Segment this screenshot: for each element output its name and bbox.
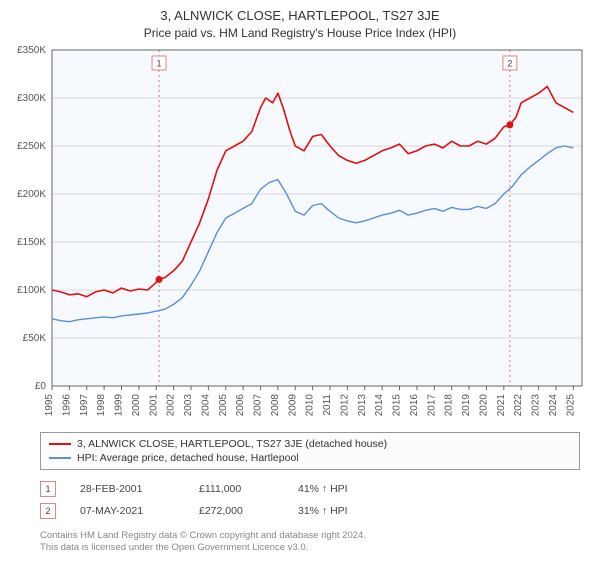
sale-date: 07-MAY-2021 <box>80 505 175 517</box>
price-chart: £0 £50K £100K £150K £200K £250K £300K £350K 1995… <box>10 46 590 426</box>
svg-text:2013: 2013 <box>357 394 368 417</box>
svg-text:1998: 1998 <box>96 394 107 417</box>
svg-text:1997: 1997 <box>79 394 90 417</box>
svg-text:2020: 2020 <box>478 394 489 417</box>
svg-text:2: 2 <box>507 59 512 69</box>
svg-text:2025: 2025 <box>565 394 576 417</box>
svg-text:£0: £0 <box>35 381 47 392</box>
sale-badge: 2 <box>40 503 56 519</box>
svg-text:2003: 2003 <box>183 394 194 417</box>
svg-text:1999: 1999 <box>114 394 125 417</box>
svg-text:2018: 2018 <box>444 394 455 417</box>
legend-label: 3, ALNWICK CLOSE, HARTLEPOOL, TS27 3JE (… <box>77 438 387 450</box>
legend-label: HPI: Average price, detached house, Hart… <box>77 452 299 464</box>
sale-price: £272,000 <box>199 505 274 517</box>
svg-text:£200K: £200K <box>17 189 46 200</box>
svg-text:2010: 2010 <box>305 394 316 417</box>
footer: Contains HM Land Registry data © Crown c… <box>40 530 580 555</box>
svg-text:£100K: £100K <box>17 285 46 296</box>
svg-text:£350K: £350K <box>17 46 46 56</box>
svg-text:1995: 1995 <box>44 394 55 417</box>
svg-text:1996: 1996 <box>61 394 72 417</box>
sales-list: 1 28-FEB-2001 £111,000 41% ↑ HPI 2 07-MA… <box>40 478 580 522</box>
svg-text:2000: 2000 <box>131 394 142 417</box>
page-subtitle: Price paid vs. HM Land Registry's House … <box>0 23 600 46</box>
svg-text:£250K: £250K <box>17 141 46 152</box>
svg-text:2007: 2007 <box>253 394 264 417</box>
sale-row: 1 28-FEB-2001 £111,000 41% ↑ HPI <box>40 478 580 500</box>
svg-text:£300K: £300K <box>17 93 46 104</box>
svg-text:2004: 2004 <box>200 394 211 417</box>
svg-text:2023: 2023 <box>531 394 542 417</box>
svg-text:2001: 2001 <box>148 394 159 417</box>
svg-text:2014: 2014 <box>374 394 385 417</box>
svg-text:2019: 2019 <box>461 394 472 417</box>
footer-line: Contains HM Land Registry data © Crown c… <box>40 530 580 542</box>
svg-text:2008: 2008 <box>270 394 281 417</box>
svg-text:2016: 2016 <box>409 394 420 417</box>
page-title: 3, ALNWICK CLOSE, HARTLEPOOL, TS27 3JE <box>0 0 600 23</box>
legend: 3, ALNWICK CLOSE, HARTLEPOOL, TS27 3JE (… <box>40 432 580 470</box>
svg-text:1: 1 <box>157 59 162 69</box>
svg-text:2017: 2017 <box>426 394 437 417</box>
svg-text:2005: 2005 <box>218 394 229 417</box>
svg-text:2015: 2015 <box>392 394 403 417</box>
svg-text:£150K: £150K <box>17 237 46 248</box>
svg-text:2011: 2011 <box>322 394 333 416</box>
svg-text:2022: 2022 <box>513 394 524 417</box>
svg-text:£50K: £50K <box>23 333 47 344</box>
svg-text:2009: 2009 <box>287 394 298 417</box>
sale-row: 2 07-MAY-2021 £272,000 31% ↑ HPI <box>40 500 580 522</box>
sale-delta: 31% ↑ HPI <box>298 505 348 517</box>
legend-item: HPI: Average price, detached house, Hart… <box>49 451 571 465</box>
sale-price: £111,000 <box>199 483 274 495</box>
legend-swatch <box>49 457 71 459</box>
sale-date: 28-FEB-2001 <box>80 483 175 495</box>
sale-badge: 1 <box>40 481 56 497</box>
svg-text:2006: 2006 <box>235 394 246 417</box>
legend-item: 3, ALNWICK CLOSE, HARTLEPOOL, TS27 3JE (… <box>49 437 571 451</box>
svg-text:2021: 2021 <box>496 394 507 417</box>
svg-text:2012: 2012 <box>339 394 350 417</box>
svg-text:2002: 2002 <box>166 394 177 417</box>
sale-delta: 41% ↑ HPI <box>298 483 348 495</box>
chart-svg: £0 £50K £100K £150K £200K £250K £300K £350K 1995… <box>10 46 590 426</box>
legend-swatch <box>49 443 71 445</box>
footer-line: This data is licensed under the Open Gov… <box>40 542 580 554</box>
svg-text:2024: 2024 <box>548 394 559 417</box>
